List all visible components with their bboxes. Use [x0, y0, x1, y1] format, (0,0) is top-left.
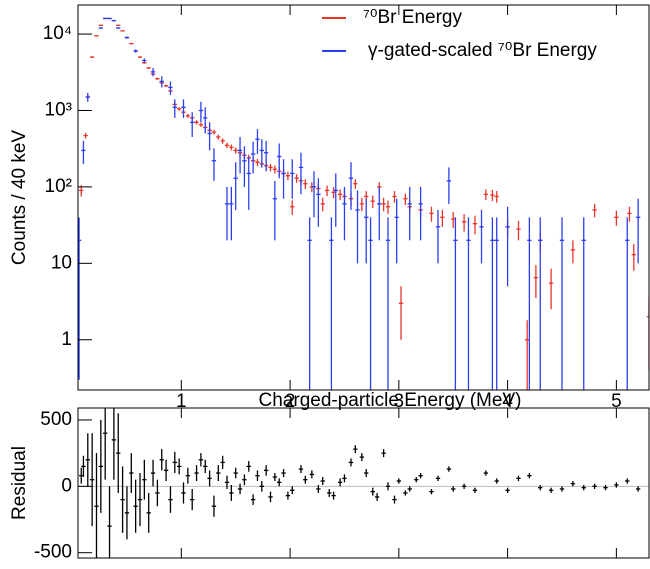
legend-label: γ-gated-scaled ⁷⁰Br Energy: [368, 40, 597, 61]
x-tick-label: 1: [176, 391, 187, 412]
x-axis-title: Charged-particle Energy (MeV): [259, 390, 522, 411]
x-tick-label: 5: [611, 391, 622, 412]
plot-area: [78, 17, 649, 390]
x-tick-label: 2: [285, 391, 296, 412]
y-tick-label: 0: [61, 475, 72, 496]
x-tick-label: 3: [394, 391, 405, 412]
y-tick-label: -500: [34, 542, 72, 563]
plot-frame: [77, 407, 650, 559]
y-tick-label: 10⁴: [43, 23, 72, 44]
y-tick-label: 500: [40, 409, 72, 430]
y-axis-title: Residual: [9, 446, 30, 520]
plot-area: [78, 408, 649, 558]
legend-label: ⁷⁰Br Energy: [363, 7, 462, 28]
y-axis-title: Counts / 40 keV: [9, 130, 30, 266]
y-tick-label: 10³: [45, 99, 72, 120]
plot-frame: [77, 4, 650, 391]
y-tick-label: 10²: [45, 176, 72, 197]
x-tick-label: 4: [502, 391, 513, 412]
y-tick-label: 1: [61, 329, 72, 350]
y-tick-label: 10: [51, 252, 72, 273]
